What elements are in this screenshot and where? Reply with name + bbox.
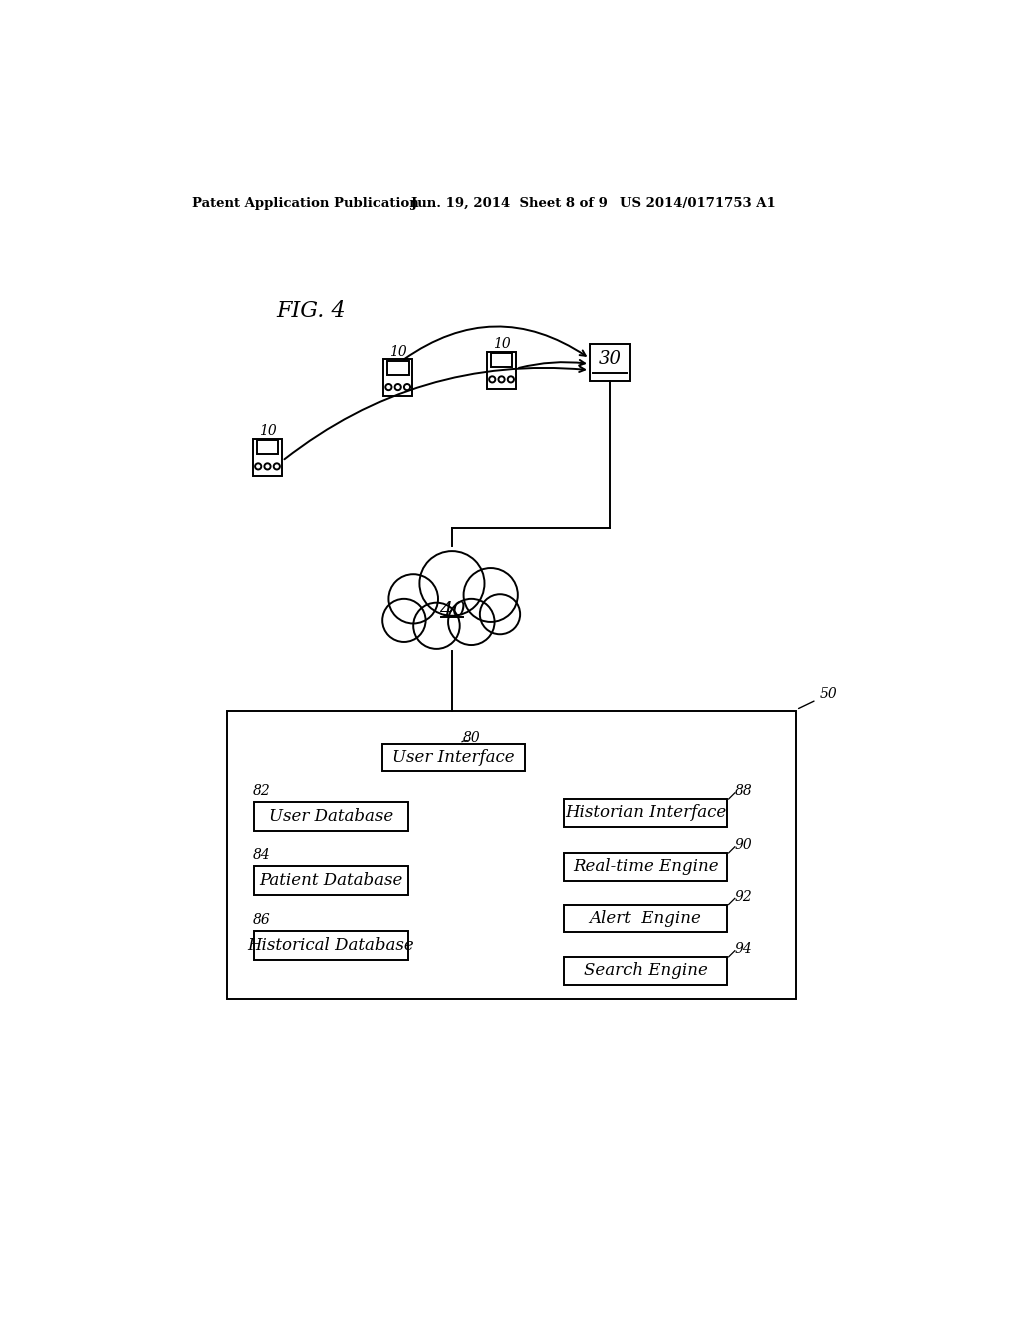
Circle shape	[382, 599, 426, 642]
Text: Patient Database: Patient Database	[259, 873, 402, 890]
Text: 10: 10	[389, 345, 407, 359]
Text: 84: 84	[253, 849, 270, 862]
Text: 82: 82	[253, 784, 270, 799]
Circle shape	[388, 574, 438, 623]
Circle shape	[420, 552, 484, 615]
Text: User Database: User Database	[269, 808, 393, 825]
Circle shape	[414, 603, 460, 649]
Text: 80: 80	[463, 731, 480, 746]
Text: Patent Application Publication: Patent Application Publication	[191, 197, 418, 210]
Text: 90: 90	[735, 838, 753, 853]
Circle shape	[449, 599, 495, 645]
Text: Alert  Engine: Alert Engine	[590, 909, 701, 927]
Text: Search Engine: Search Engine	[584, 962, 708, 979]
Text: 10: 10	[493, 337, 510, 351]
Text: Historical Database: Historical Database	[248, 937, 415, 954]
Text: 88: 88	[735, 784, 753, 799]
Text: User Interface: User Interface	[392, 748, 515, 766]
Text: 10: 10	[259, 424, 276, 438]
Text: 40: 40	[438, 601, 465, 620]
Text: 86: 86	[253, 913, 270, 927]
Text: US 2014/0171753 A1: US 2014/0171753 A1	[621, 197, 776, 210]
Text: 92: 92	[735, 890, 753, 904]
Text: 94: 94	[735, 942, 753, 956]
Text: 30: 30	[599, 350, 622, 368]
Text: Historian Interface: Historian Interface	[565, 804, 726, 821]
Text: Jun. 19, 2014  Sheet 8 of 9: Jun. 19, 2014 Sheet 8 of 9	[411, 197, 608, 210]
Text: 50: 50	[799, 688, 837, 709]
Text: FIG. 4: FIG. 4	[276, 300, 346, 322]
Text: Real-time Engine: Real-time Engine	[572, 858, 719, 875]
Circle shape	[480, 594, 520, 635]
Circle shape	[464, 568, 518, 622]
